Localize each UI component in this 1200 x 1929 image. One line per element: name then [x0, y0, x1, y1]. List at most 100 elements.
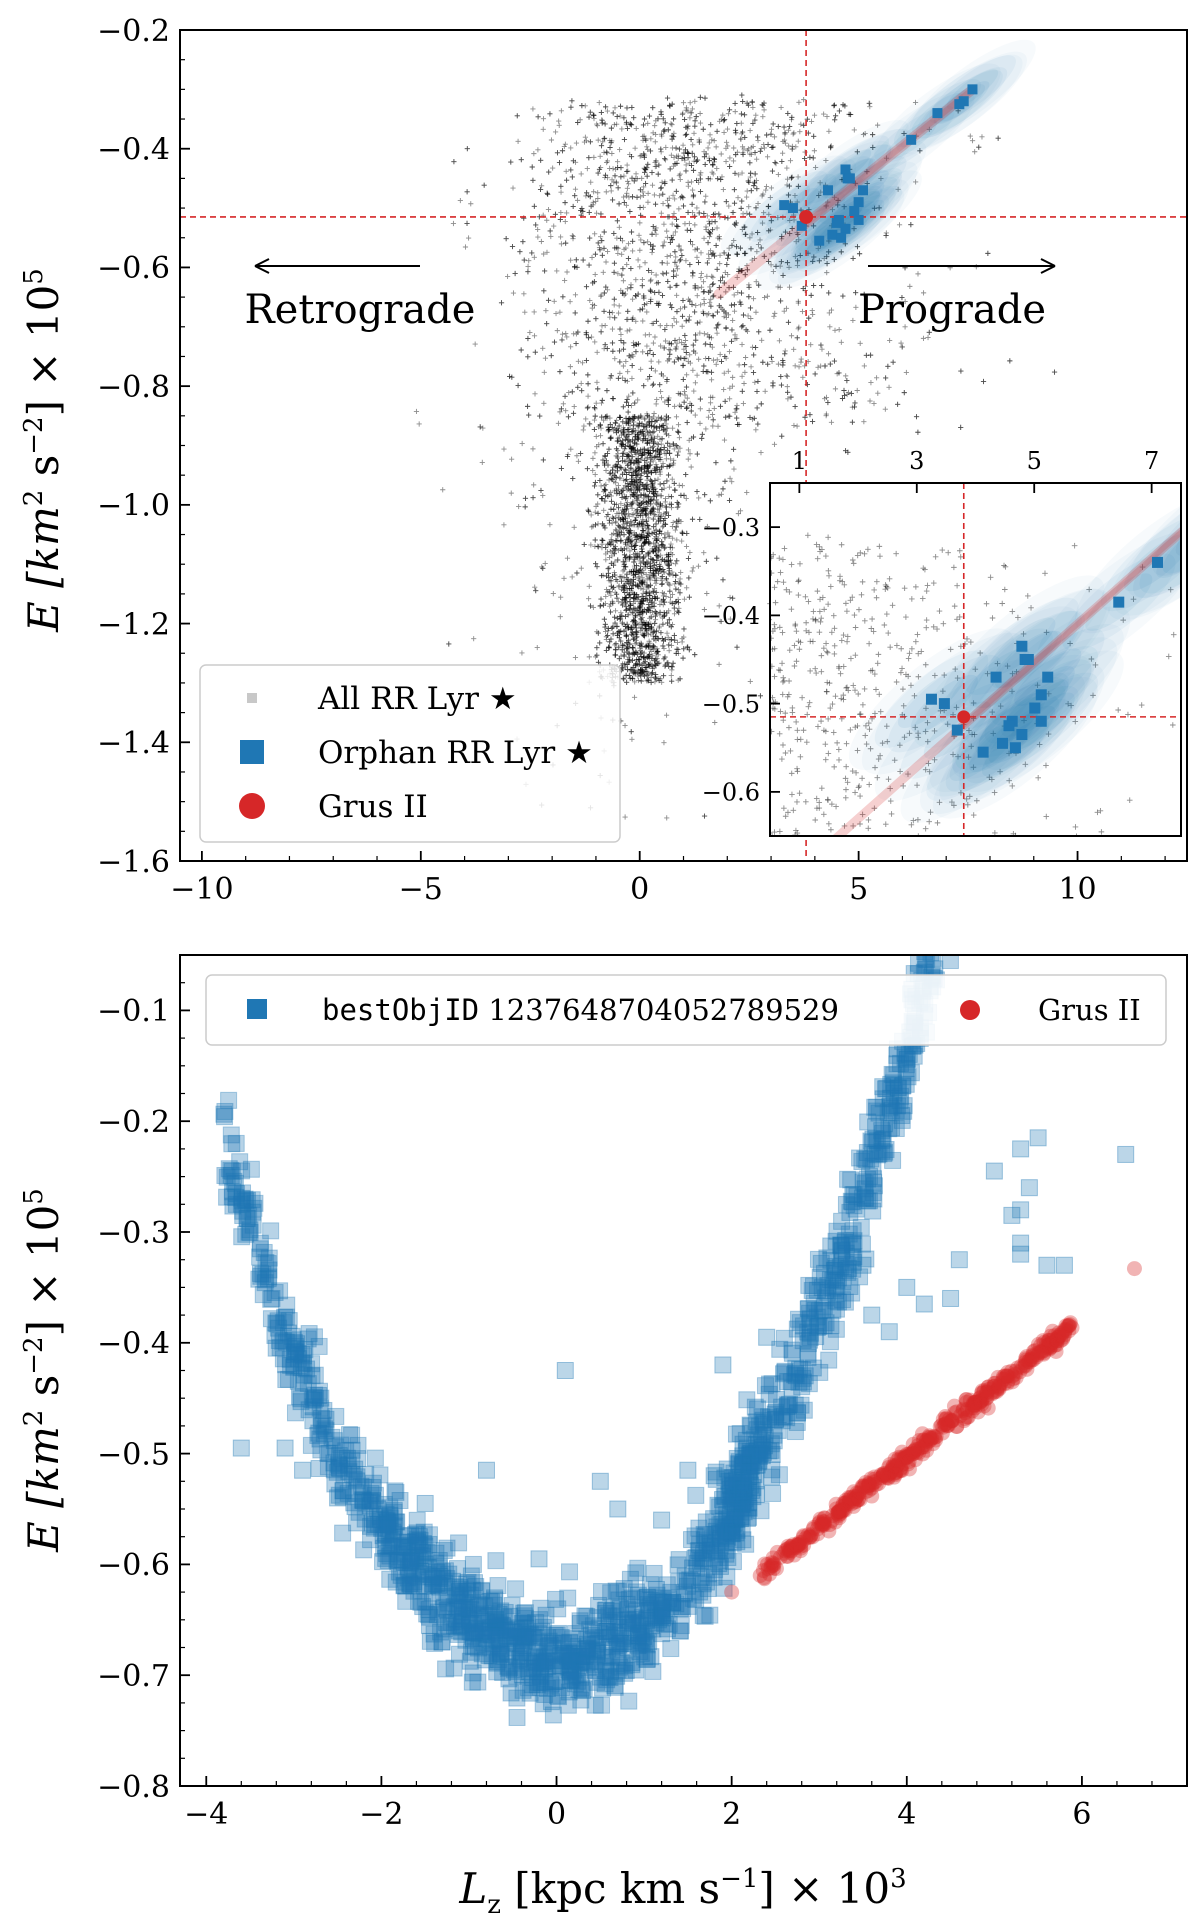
rr-lyr-star [711, 1130, 716, 1135]
rr-lyr-star [562, 277, 568, 284]
rr-lyr-star [653, 575, 659, 581]
rr-lyr-star [629, 492, 635, 498]
rr-lyr-star [611, 302, 617, 308]
rr-lyr-star [636, 669, 642, 675]
rr-lyr-star [600, 269, 606, 275]
rr-lyr-star [687, 262, 693, 268]
rr-lyr-star [592, 413, 598, 419]
rr-lyr-star [638, 579, 644, 585]
rr-lyr-star [622, 600, 629, 607]
rr-lyr-star [729, 383, 735, 389]
rr-lyr-star [568, 257, 574, 263]
rr-lyr-star [694, 372, 700, 378]
rr-lyr-star [768, 262, 774, 268]
rr-lyr-star [641, 495, 647, 501]
rr-lyr-star [646, 621, 652, 627]
rr-lyr-star [619, 665, 626, 671]
rr-lyr-star [636, 576, 642, 582]
rr-lyr-star [613, 166, 619, 172]
rr-lyr-star [708, 296, 714, 302]
rr-lyr-star [645, 161, 651, 167]
rr-lyr-star [668, 152, 674, 158]
rr-lyr-star [598, 596, 604, 602]
rr-lyr-star [651, 423, 657, 429]
rr-lyr-star [685, 123, 691, 129]
rr-lyr-star [651, 494, 657, 500]
rr-lyr-star [666, 195, 672, 201]
rr-lyr-star [649, 246, 656, 252]
rr-lyr-star [646, 332, 652, 338]
rr-lyr-star [627, 416, 634, 423]
rr-lyr-star [706, 218, 712, 224]
rr-lyr-star [608, 183, 614, 189]
rr-lyr-star [624, 649, 630, 655]
rr-lyr-star [619, 441, 625, 447]
rr-lyr-star [727, 616, 733, 622]
rr-lyr-star [672, 403, 678, 409]
rr-lyr-star [685, 358, 691, 365]
rr-lyr-star [578, 380, 584, 387]
rr-lyr-star [678, 518, 684, 525]
rr-lyr-star [714, 330, 720, 336]
rr-lyr-star [595, 501, 601, 507]
rr-lyr-star [517, 249, 523, 255]
rr-lyr-star [638, 470, 645, 477]
rr-lyr-star [604, 149, 610, 155]
rr-lyr-star [558, 108, 564, 114]
rr-lyr-star [532, 391, 538, 397]
rr-lyr-star [680, 110, 686, 116]
rr-lyr-star [796, 99, 802, 105]
rr-lyr-star [913, 179, 919, 185]
rr-lyr-star [633, 125, 639, 132]
rr-lyr-star [729, 327, 735, 333]
rr-lyr-star [652, 658, 658, 664]
rr-lyr-star [715, 322, 721, 328]
rr-lyr-star [733, 406, 739, 412]
rr-lyr-star [667, 166, 673, 172]
rr-lyr-star [653, 537, 659, 543]
rr-lyr-star [653, 231, 659, 237]
rr-lyr-star [703, 426, 709, 432]
rr-lyr-star [645, 632, 651, 638]
rr-lyr-star [649, 665, 656, 672]
rr-lyr-star [592, 479, 598, 486]
rr-lyr-star [644, 493, 650, 499]
rr-lyr-star [615, 245, 621, 251]
rr-lyr-star [731, 466, 737, 472]
rr-lyr-star [597, 477, 603, 484]
rr-lyr-star [649, 382, 656, 388]
rr-lyr-star [609, 520, 615, 526]
rr-lyr-star [752, 379, 758, 385]
rr-lyr-star [747, 127, 753, 134]
rr-lyr-star [612, 652, 618, 658]
rr-lyr-star [635, 554, 641, 560]
rr-lyr-star [674, 444, 681, 450]
rr-lyr-star [779, 433, 785, 439]
rr-lyr-star [595, 190, 601, 196]
rr-lyr-star [796, 237, 802, 243]
rr-lyr-star [651, 485, 657, 491]
rr-lyr-star [661, 480, 667, 487]
rr-lyr-star [714, 165, 720, 172]
rr-lyr-star [640, 430, 646, 437]
rr-lyr-star [669, 667, 675, 673]
rr-lyr-star [668, 642, 675, 649]
rr-lyr-star [525, 263, 531, 270]
rr-lyr-star [702, 341, 708, 348]
rr-lyr-star [653, 401, 659, 407]
rr-lyr-star [703, 340, 709, 347]
rr-lyr-star [641, 152, 648, 158]
rr-lyr-star [624, 105, 630, 111]
rr-lyr-star [479, 459, 485, 466]
rr-lyr-star [751, 255, 758, 262]
rr-lyr-star [521, 291, 527, 297]
rr-lyr-star [634, 634, 640, 640]
rr-lyr-star [630, 296, 636, 302]
rr-lyr-star [652, 656, 658, 662]
rr-lyr-star [686, 220, 692, 227]
rr-lyr-star [792, 403, 798, 410]
rr-lyr-star [680, 530, 686, 536]
rr-lyr-star [868, 379, 874, 386]
rr-lyr-star [655, 499, 661, 505]
rr-lyr-star [666, 432, 672, 439]
